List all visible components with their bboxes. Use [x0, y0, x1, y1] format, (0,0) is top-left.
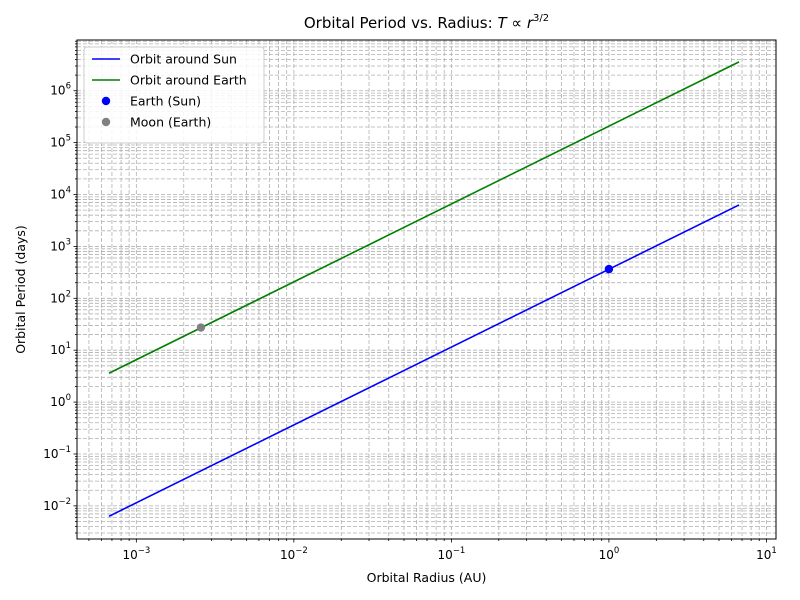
series-line-orbit-around-earth [108, 61, 740, 374]
x-tick-label-base: 10 [122, 548, 137, 562]
legend: Orbit around Sun Orbit around Earth Earth … [83, 46, 265, 144]
y-tick-label: 105 [50, 134, 71, 150]
y-tick-label-exponent: 3 [66, 237, 71, 247]
plot-frame [76, 39, 777, 540]
y-tick-label-exponent: 4 [66, 186, 71, 196]
series-line-orbit-around-sun [108, 204, 740, 518]
y-tick-label: 106 [50, 82, 71, 98]
y-tick-label-base: 10 [50, 395, 65, 409]
y-axis-label: Orbital Period (days) [13, 225, 28, 354]
x-axis-label: Orbital Radius (AU) [367, 570, 487, 585]
y-tick-label: 104 [50, 186, 71, 202]
y-tick-label-exponent: 5 [66, 134, 71, 144]
x-tick-label: 10−3 [122, 546, 150, 562]
y-tick-label: 10−2 [43, 497, 71, 513]
x-tick-label-exponent: −2 [295, 546, 308, 556]
y-tick-label-exponent: −2 [58, 497, 71, 507]
x-tick-label: 100 [599, 546, 620, 562]
x-tick-label: 101 [756, 546, 777, 562]
x-tick-label-base: 10 [756, 548, 771, 562]
chart-title-exponent: 3/2 [533, 13, 549, 24]
x-tick-label-base: 10 [437, 548, 452, 562]
ticks-layer: 10−3 10−2 10−1 100 10110−210−110010110210310… [43, 40, 777, 562]
y-tick-label: 102 [50, 289, 71, 305]
series-layer [108, 61, 740, 518]
legend-label-earth-sun: Earth (Sun) [130, 94, 201, 109]
y-tick-label-exponent: −1 [58, 445, 71, 455]
legend-label-moon-earth: Moon (Earth) [130, 115, 211, 130]
data-point-moon-earth [196, 323, 206, 332]
x-tick-label-exponent: 1 [771, 546, 776, 556]
chart-title: Orbital Period vs. Radius: T ∝ r3/2 [304, 13, 549, 32]
y-tick-label-exponent: 0 [66, 393, 71, 403]
chart-title-text: Orbital Period vs. Radius: [304, 14, 498, 32]
y-tick-label-base: 10 [50, 188, 65, 202]
legend-label-orbit-around-sun: Orbit around Sun [130, 52, 237, 67]
legend-box [83, 46, 265, 144]
y-tick-label-base: 10 [50, 84, 65, 98]
x-tick-label: 10−2 [280, 546, 308, 562]
data-point-earth-sun [604, 264, 614, 274]
x-tick-label-exponent: −1 [453, 546, 466, 556]
y-tick-label-exponent: 6 [66, 82, 71, 92]
legend-swatch-moon-earth [101, 117, 111, 127]
chart-title-math: T ∝ r [497, 14, 533, 32]
y-tick-label: 103 [50, 237, 71, 253]
y-tick-label-base: 10 [43, 499, 58, 513]
y-tick-label-exponent: 2 [66, 289, 71, 299]
x-tick-label-exponent: −3 [138, 546, 151, 556]
y-tick-label-base: 10 [50, 239, 65, 253]
x-tick-label: 10−1 [437, 546, 465, 562]
legend-label-orbit-around-earth: Orbit around Earth [130, 73, 247, 88]
y-tick-label: 10−1 [43, 445, 71, 461]
y-tick-label-base: 10 [50, 136, 65, 150]
y-tick-label: 100 [50, 393, 71, 409]
x-tick-label-base: 10 [280, 548, 295, 562]
y-tick-label: 101 [50, 341, 71, 357]
x-tick-label-exponent: 0 [614, 546, 619, 556]
y-tick-label-base: 10 [43, 447, 58, 461]
y-tick-label-base: 10 [50, 291, 65, 305]
y-tick-label-base: 10 [50, 343, 65, 357]
legend-swatch-earth-sun [101, 96, 111, 106]
y-tick-label-exponent: 1 [66, 341, 71, 351]
x-tick-label-base: 10 [599, 548, 614, 562]
